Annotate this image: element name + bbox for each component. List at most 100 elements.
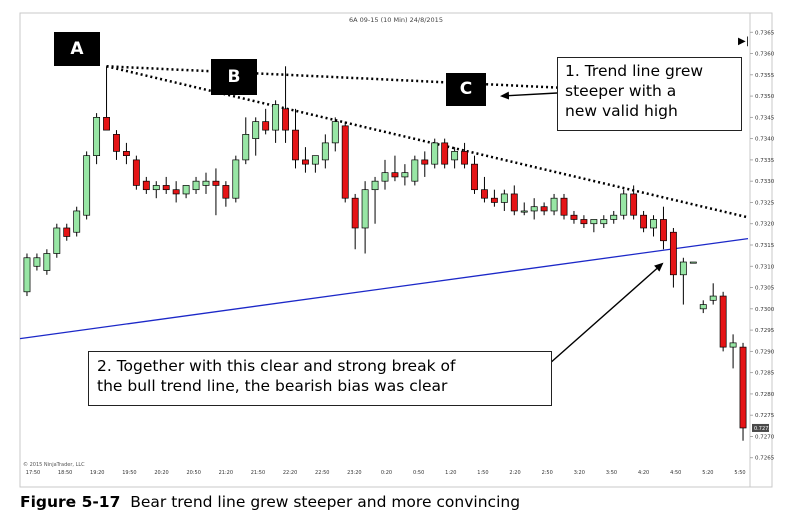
candle-body-up — [500, 193, 508, 203]
candle-body-down — [132, 159, 140, 186]
candle-body-up — [520, 210, 528, 213]
x-tick-label: 22:50 — [315, 470, 329, 476]
y-tick-label: 0.7340 — [755, 137, 775, 143]
note-trend-line-steeper: 1. Trend line grew steeper with a new va… — [557, 57, 742, 131]
y-tick-label: 0.7315 — [755, 243, 775, 249]
y-axis: 0.7365 0.7360 0.7355 0.7350 0.7345 0.7340 0.73… — [749, 13, 775, 487]
bull-trend-line — [19, 237, 749, 340]
x-tick-label: 4:20 — [638, 470, 649, 476]
candle-body-down — [172, 189, 180, 195]
x-tick-label: 2:20 — [509, 470, 520, 476]
candle-body-up — [53, 227, 61, 254]
y-tick-label: 0.7360 — [755, 52, 775, 58]
candle-body-up — [361, 189, 369, 229]
candle-body-up — [381, 172, 389, 182]
candle-body-up — [679, 261, 687, 276]
candle-body-up — [371, 180, 379, 191]
candle-body-down — [719, 295, 727, 348]
candle-body-down — [292, 129, 299, 161]
candle-body-up — [311, 155, 319, 165]
y-tick-label: 0.7345 — [755, 115, 775, 121]
candle-body-up — [401, 172, 409, 178]
candle-body-down — [122, 151, 130, 156]
last-price-label: 0.7272 — [754, 426, 772, 432]
x-tick-label: 21:20 — [219, 470, 233, 476]
candle-body-down — [142, 180, 150, 191]
figure-caption: Figure 5-17 Bear trend line grew steeper… — [20, 493, 520, 511]
y-tick-label: 0.7285 — [755, 371, 775, 377]
candle-body-up — [590, 219, 598, 225]
annotation-arrows — [500, 91, 664, 373]
candle-body-down — [570, 214, 578, 220]
candle-body-down — [391, 172, 399, 178]
y-tick-label: 0.7355 — [755, 73, 775, 79]
y-tick-label: 0.7320 — [755, 222, 775, 228]
candle-body-down — [461, 151, 468, 165]
note-bull-trend-break: 2. Together with this clear and strong b… — [88, 351, 552, 406]
candle-body-up — [33, 257, 41, 267]
candle-body-down — [540, 206, 548, 212]
x-tick-label: 4:50 — [670, 470, 681, 476]
y-tick-label: 0.7305 — [755, 286, 775, 292]
x-tick-label: 3:50 — [606, 470, 617, 476]
arrow-to-breakout — [539, 262, 664, 373]
x-tick-label: 20:20 — [154, 470, 168, 476]
candle-body-up — [709, 295, 717, 301]
candle-body-up — [699, 304, 707, 310]
x-tick-label: 21:50 — [251, 470, 265, 476]
candle-body-down — [510, 193, 518, 212]
candle-body-up — [272, 104, 280, 131]
scroll-end-icon[interactable]: ▶| — [738, 36, 749, 47]
candle-body-up — [252, 121, 260, 139]
copyright-text: © 2015 NinjaTrader, LLC — [23, 461, 85, 468]
label-a: A — [54, 32, 100, 66]
candle-body-up — [411, 159, 419, 182]
candle-body-up — [93, 117, 101, 156]
candle-body-down — [262, 121, 270, 131]
x-tick-label: 1:20 — [445, 470, 456, 476]
x-tick-label: 20:50 — [186, 470, 200, 476]
candle-body-down — [669, 231, 677, 276]
x-tick-label: 0:20 — [381, 470, 392, 476]
candle-body-up — [729, 342, 737, 348]
candle-body-up — [689, 261, 697, 264]
candle-body-up — [650, 219, 657, 229]
y-tick-label: 0.7270 — [755, 434, 775, 440]
candle-body-down — [212, 180, 220, 186]
candle-body-up — [620, 193, 628, 216]
candle-body-down — [222, 185, 230, 199]
y-tick-label: 0.7335 — [755, 158, 775, 164]
y-tick-label: 0.7295 — [755, 328, 775, 334]
candle-body-down — [640, 214, 648, 229]
y-tick-label: 0.7330 — [755, 179, 775, 185]
candle-body-down — [441, 142, 449, 165]
y-tick-label: 0.7325 — [755, 200, 775, 206]
y-tick-label: 0.7280 — [755, 392, 775, 398]
candle-body-down — [490, 197, 498, 203]
x-tick-label: 5:50 — [734, 470, 745, 476]
candle-body-up — [73, 210, 81, 233]
candle-body-down — [282, 108, 289, 131]
candle-body-down — [560, 197, 568, 216]
candle-body-up — [451, 151, 459, 161]
chart-title: 6A 09-15 (10 Min) 24/8/2015 — [349, 16, 443, 24]
candle-body-down — [481, 189, 488, 199]
y-tick-label: 0.7275 — [755, 413, 775, 419]
candle-body-up — [321, 142, 329, 161]
arrow-to-label-c — [500, 91, 558, 100]
candle-body-down — [630, 193, 638, 216]
y-tick-label: 0.7265 — [755, 456, 775, 462]
x-tick-label: 0:50 — [413, 470, 424, 476]
candle-body-up — [202, 180, 210, 186]
candle-body-down — [580, 219, 588, 225]
candle-body-up — [43, 253, 51, 271]
candle-body-up — [331, 121, 339, 144]
candle-body-down — [739, 346, 747, 429]
x-tick-label: 2:50 — [542, 470, 553, 476]
candle-body-up — [232, 159, 240, 199]
candle-body-down — [660, 219, 667, 242]
candle-body-down — [103, 117, 110, 131]
candle-body-down — [302, 159, 309, 165]
candle-body-down — [351, 197, 359, 229]
candle-body-down — [162, 185, 170, 191]
